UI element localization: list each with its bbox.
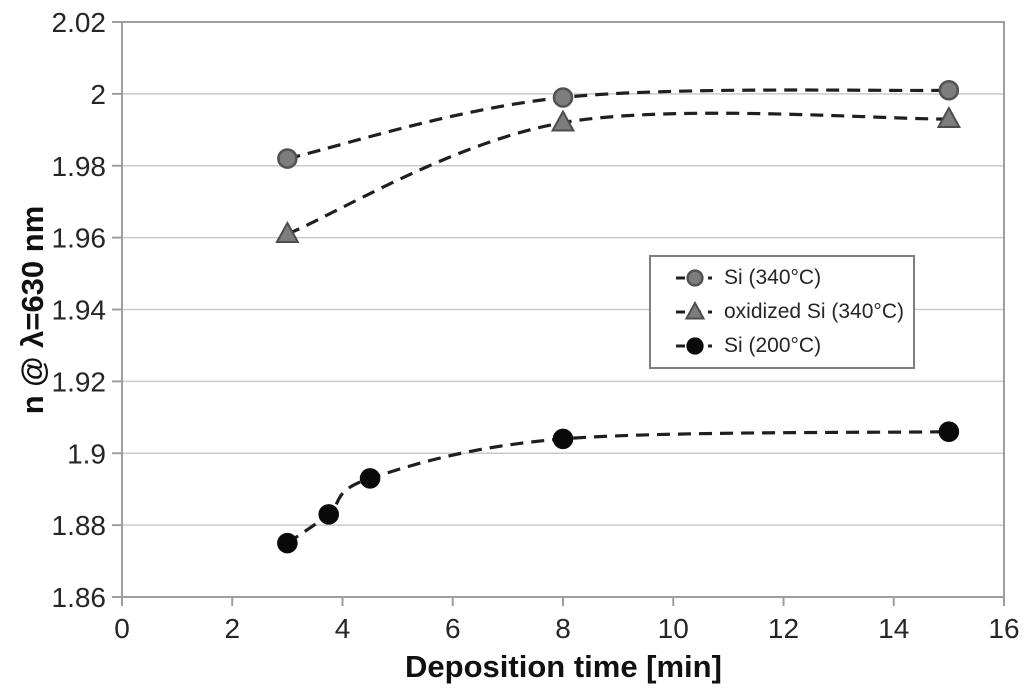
y-axis-title: n @ λ=630 nm <box>15 205 50 415</box>
x-axis-title: Deposition time [min] <box>405 649 722 684</box>
legend-item-si200: Si (200°C) <box>673 334 907 358</box>
svg-text:2.02: 2.02 <box>52 7 107 38</box>
svg-text:14: 14 <box>878 613 909 644</box>
svg-text:1.94: 1.94 <box>52 295 107 326</box>
svg-text:2: 2 <box>224 613 240 644</box>
svg-text:12: 12 <box>768 613 799 644</box>
svg-text:10: 10 <box>658 613 689 644</box>
legend-item-oxidized-si340: oxidized Si (340°C) <box>673 300 907 324</box>
svg-text:4: 4 <box>335 613 351 644</box>
series-si200-marker-icon <box>676 337 712 355</box>
svg-text:6: 6 <box>445 613 461 644</box>
series-si340-marker-icon <box>676 269 712 287</box>
svg-text:16: 16 <box>988 613 1019 644</box>
legend-label: Si (200°C) <box>724 334 822 357</box>
legend-label: oxidized Si (340°C) <box>724 300 904 323</box>
svg-text:1.98: 1.98 <box>52 151 107 182</box>
svg-text:8: 8 <box>555 613 571 644</box>
series-oxidized-si340-marker-icon <box>676 301 712 320</box>
svg-text:2: 2 <box>90 79 106 110</box>
svg-text:1.96: 1.96 <box>52 223 107 254</box>
chart-legend: Si (340°C) oxidized Si (340°C) Si (200°C… <box>649 255 915 369</box>
svg-text:1.86: 1.86 <box>52 582 107 613</box>
svg-text:1.9: 1.9 <box>67 438 106 469</box>
svg-text:1.88: 1.88 <box>52 510 107 541</box>
svg-text:0: 0 <box>114 613 130 644</box>
legend-label: Si (340°C) <box>724 266 822 289</box>
legend-item-si340: Si (340°C) <box>673 266 907 290</box>
svg-text:1.92: 1.92 <box>52 366 107 397</box>
